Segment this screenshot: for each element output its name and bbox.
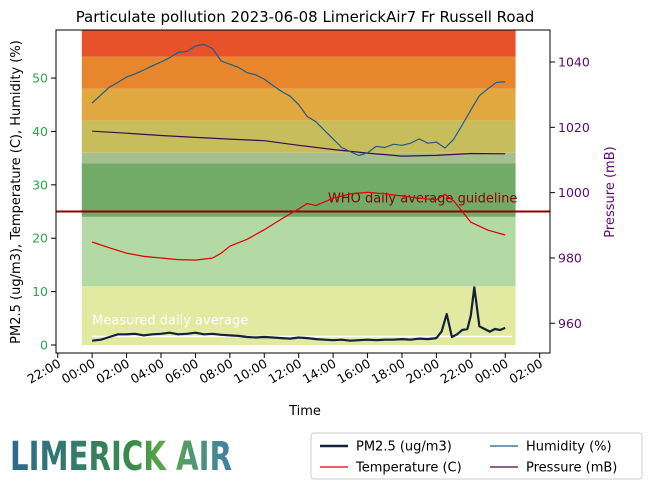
band-4: [81, 120, 516, 153]
x-tick-label: 02:00: [506, 356, 545, 387]
x-tick-label: 08:00: [197, 356, 236, 387]
threshold-bands: [81, 30, 516, 345]
band-6: [81, 56, 516, 89]
logo-text: LIMERICK AIR: [10, 434, 232, 480]
x-axis-ticks: 22:0000:0002:0004:0006:0008:0010:0012:00…: [25, 353, 545, 387]
chart-title: Particulate pollution 2023-06-08 Limeric…: [76, 8, 535, 26]
y-left-tick-label: 20: [32, 231, 48, 246]
legend-label-pm25: PM2.5 (ug/m3): [356, 440, 452, 455]
y-right-tick-label: 960: [558, 316, 582, 331]
y-left-tick-label: 50: [32, 71, 48, 86]
series-lines: [91, 43, 506, 342]
y-left-tick-label: 0: [40, 337, 48, 352]
x-tick-label: 14:00: [300, 356, 339, 387]
x-tick-label: 16:00: [334, 356, 373, 387]
x-tick-label: 22:00: [438, 356, 477, 387]
x-tick-label: 04:00: [128, 356, 167, 387]
x-tick-label: 20:00: [403, 356, 442, 387]
y-left-tick-label: 30: [32, 177, 48, 192]
y-right-tick-label: 1040: [558, 55, 590, 70]
x-tick-label: 10:00: [231, 356, 270, 387]
series-humidity-line: [91, 43, 506, 157]
band-7: [81, 30, 516, 57]
x-tick-label: 22:00: [25, 356, 64, 387]
plot-frame: [55, 29, 551, 354]
x-tick-label: 00:00: [472, 356, 511, 387]
y-left-tick-label: 40: [32, 124, 48, 139]
limerick-air-logo: LIMERICK AIR: [10, 434, 232, 480]
x-tick-label: 12:00: [265, 356, 304, 387]
x-tick-label: 02:00: [93, 356, 132, 387]
y-left-tick-label: 10: [32, 284, 48, 299]
series-pm25-line: [91, 286, 506, 342]
band-2: [81, 163, 516, 217]
y-right-tick-label: 1000: [558, 185, 590, 200]
y-axis-right-ticks: 960 980 1000 1020 1040: [550, 55, 590, 331]
x-tick-label: 00:00: [59, 356, 98, 387]
series-pressure-line: [92, 130, 506, 157]
x-tick-label: 06:00: [162, 356, 201, 387]
series-temperature-line: [91, 191, 506, 261]
y-right-tick-label: 980: [558, 250, 582, 265]
band-3: [81, 152, 516, 164]
legend-label-humidity: Humidity (%): [526, 440, 612, 455]
y-right-tick-label: 1020: [558, 120, 590, 135]
band-1: [81, 216, 516, 287]
x-tick-label: 18:00: [369, 356, 408, 387]
legend-label-pressure: Pressure (mB): [526, 461, 617, 476]
y-axis-left-ticks: 0 10 20 30 40 50: [32, 71, 56, 352]
x-axis-title: Time: [288, 404, 321, 419]
y-axis-right-title: Pressure (mB): [603, 146, 618, 237]
legend-label-temperature: Temperature (C): [355, 461, 462, 476]
legend-box: [310, 432, 643, 480]
legend: PM2.5 (ug/m3) Humidity (%) Temperature (C)…: [310, 432, 643, 480]
measured-average-label: Measured daily average: [92, 313, 248, 328]
y-axis-left-title: PM2.5 (ug/m3), Temperature (C), Humidity…: [9, 40, 24, 344]
